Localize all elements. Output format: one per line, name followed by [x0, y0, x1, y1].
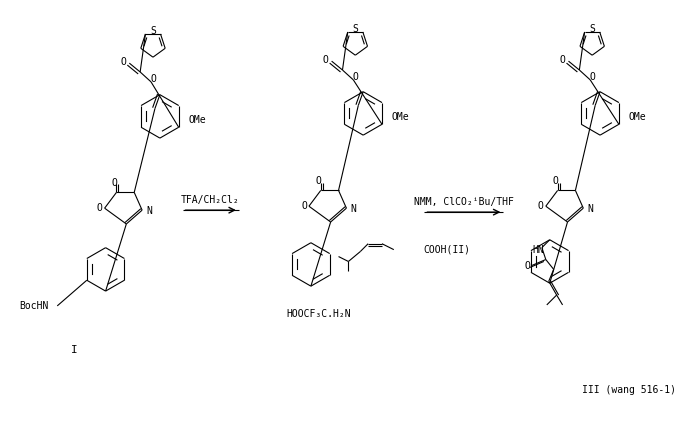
Text: O: O	[322, 55, 329, 65]
Text: O: O	[352, 72, 358, 82]
Text: S: S	[352, 24, 358, 34]
Text: COOH(II): COOH(II)	[424, 245, 470, 255]
Text: O: O	[112, 178, 117, 187]
Text: O: O	[121, 57, 126, 67]
Text: TFA/CH₂Cl₂: TFA/CH₂Cl₂	[181, 195, 239, 205]
Text: O: O	[316, 175, 322, 186]
Text: III (wang 516-1): III (wang 516-1)	[582, 385, 676, 395]
Text: OMe: OMe	[392, 112, 410, 123]
Text: BocHN: BocHN	[20, 301, 49, 311]
Text: O: O	[524, 262, 530, 271]
Text: N: N	[350, 204, 356, 214]
Text: NMM, ClCO₂ⁱBu/THF: NMM, ClCO₂ⁱBu/THF	[414, 197, 514, 207]
Text: OMe: OMe	[629, 112, 646, 123]
Text: N: N	[146, 206, 152, 216]
Text: O: O	[560, 55, 565, 65]
Text: HN: HN	[532, 245, 544, 255]
Text: O: O	[553, 175, 558, 186]
Text: S: S	[150, 25, 156, 36]
Text: I: I	[70, 345, 77, 355]
Text: O: O	[301, 201, 307, 211]
Text: O: O	[97, 203, 103, 213]
Text: O: O	[538, 201, 544, 211]
Text: OMe: OMe	[188, 115, 206, 125]
Text: HOOCF₃C.H₂N: HOOCF₃C.H₂N	[286, 309, 351, 319]
Text: O: O	[150, 74, 156, 84]
Text: O: O	[589, 72, 595, 82]
Text: S: S	[589, 24, 595, 34]
Text: N: N	[587, 204, 593, 214]
